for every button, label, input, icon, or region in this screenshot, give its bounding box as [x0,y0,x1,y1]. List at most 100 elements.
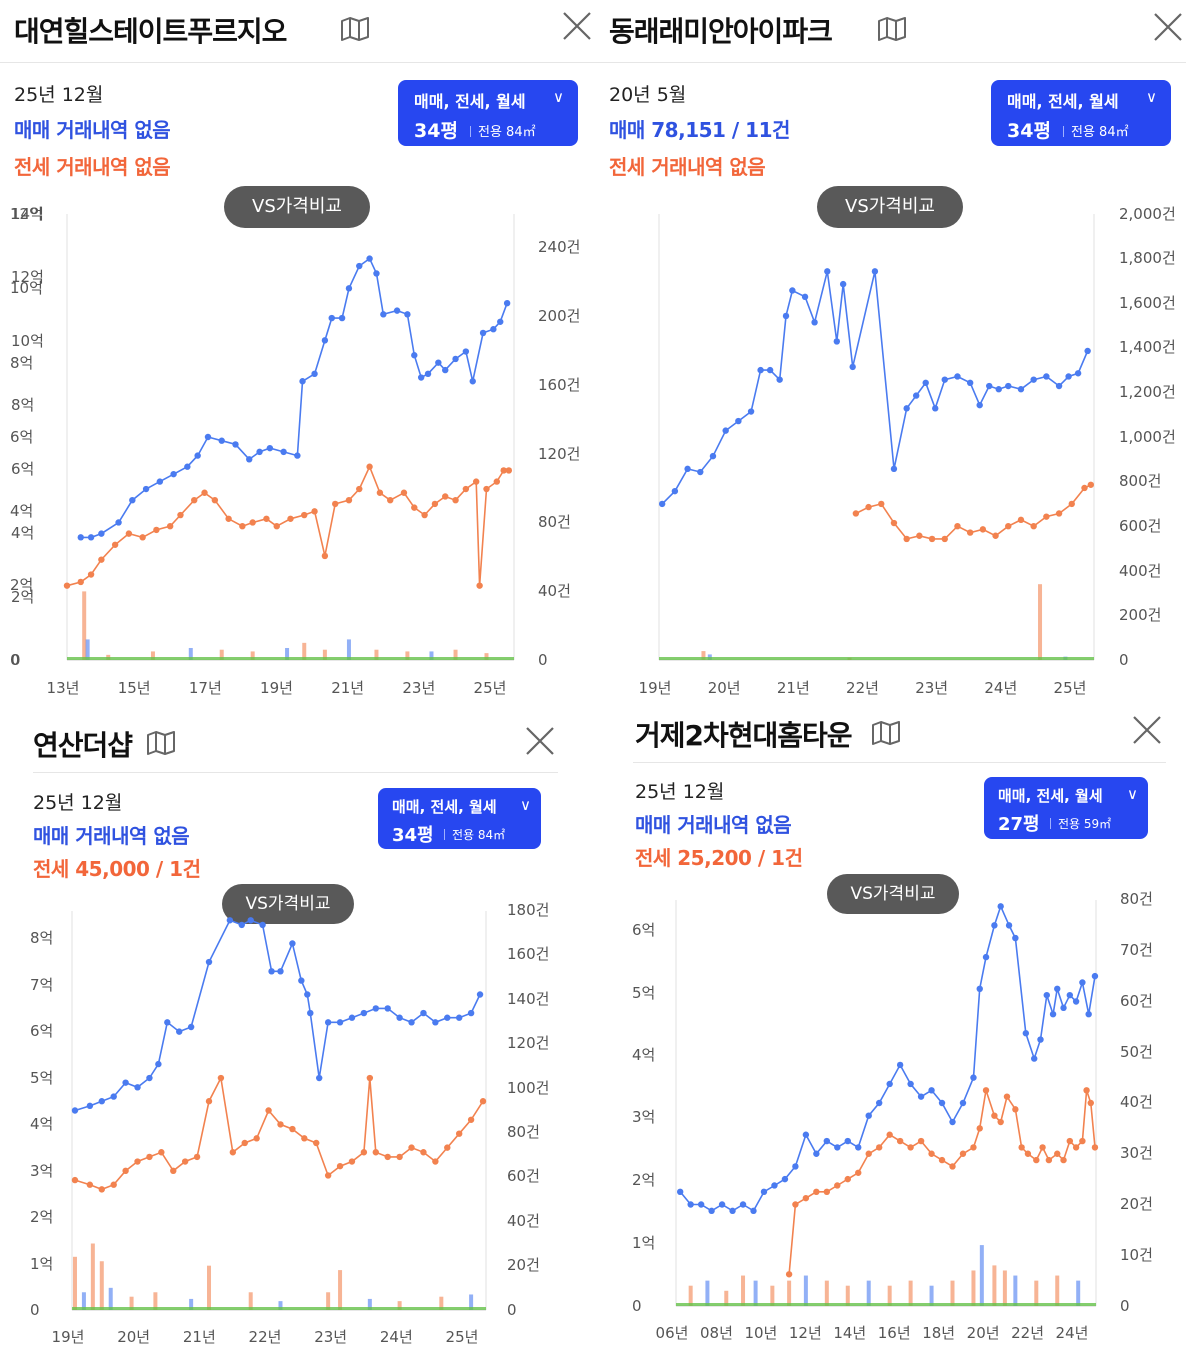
jeonse-point [265,1107,272,1114]
sale-point [294,452,301,459]
jeonse-point [792,1201,799,1208]
exclusive-area-label: 전용 84㎡ [470,121,536,140]
jeonse-point [992,532,999,539]
left-axis-tick-label: 6억 [10,428,33,446]
volume-bar [81,1292,86,1310]
vs-price-compare-button[interactable]: VS가격비교 [222,884,354,924]
sale-point [435,359,442,366]
sale-point [729,1207,736,1215]
sale-point [184,463,191,470]
x-axis-tick-label: 25년 [446,1328,479,1346]
sale-point [844,1137,851,1145]
jeonse-point [77,578,84,586]
sale-point [776,376,783,383]
jeonse-point [181,1158,189,1165]
x-axis-tick-label: 19년 [260,679,293,697]
jeonse-point [98,556,105,563]
sale-point [452,355,459,363]
vs-price-compare-button[interactable]: VS가격비교 [817,186,963,228]
sale-point [87,534,95,541]
sale-point [194,452,201,459]
sale-point [941,376,948,383]
jeonse-point [166,523,174,530]
selected-month: 20년 5월 [609,84,687,106]
sale-point [77,534,84,541]
left-axis-tick-label: 5억 [30,1069,53,1087]
left-axis-tick-label: 0 [11,651,21,669]
volume-bar [250,651,255,660]
jeonse-point [1060,1156,1067,1164]
left-axis-tick-label: 0 [632,1297,642,1315]
sale-point [976,401,983,409]
right-axis-tick-label: 80건 [1120,890,1153,908]
sale-point [476,991,484,998]
map-icon[interactable] [877,16,907,42]
jeonse-point [356,485,363,493]
jeonse-point [396,1153,403,1161]
volume-bar [866,1280,871,1306]
map-icon[interactable] [871,720,901,746]
close-icon[interactable] [1132,715,1162,745]
jeonse-point [277,1121,284,1128]
sale-point [986,382,993,390]
sale-price-line [661,271,1089,505]
jeonse-point [229,1149,237,1156]
close-icon[interactable] [1153,12,1183,42]
sale-point [949,1118,956,1126]
x-axis-tick-label: 20년 [708,679,741,697]
left-axis-tick-label: 3억 [632,1108,655,1126]
x-axis-tick-label: 23년 [915,679,948,697]
trade-type-size-selector[interactable]: 매매, 전세, 월세 ∨ 27평 전용 59㎡ [984,777,1148,839]
sale-point [1055,382,1063,390]
jeonse-point [462,485,470,493]
volume-bar [99,1261,104,1310]
vs-price-compare-button[interactable]: VS가격비교 [224,186,370,228]
trade-type-size-selector[interactable]: 매매, 전세, 월세 ∨ 34평 전용 84㎡ [991,80,1171,146]
jeonse-point [928,1150,935,1157]
sale-point [1037,1036,1044,1043]
right-axis-tick-label: 2,000건 [1119,205,1176,223]
jeonse-point [177,511,184,519]
sale-point [204,433,212,441]
jeonse-point [321,552,329,560]
volume-bar [278,1301,283,1310]
left-axis-tick-label: 6억 [11,460,34,478]
x-axis-tick-label: 17년 [189,679,222,697]
volume-bar [688,1285,693,1306]
sale-point [890,465,898,473]
sale-point [393,307,401,314]
jeonse-point [336,1162,344,1170]
x-axis-tick-label: 23년 [314,1328,347,1346]
right-axis-tick-label: 120건 [538,445,580,463]
jeonse-point [211,496,219,504]
sale-point [298,977,305,984]
left-axis-tick-label: 1억 [30,1255,53,1273]
trade-type-size-selector[interactable]: 매매, 전세, 월세 ∨ 34평 전용 84㎡ [378,788,541,849]
sale-point [218,437,225,444]
jeonse-point [917,1137,925,1145]
volume-bar [908,1280,913,1306]
sale-point [266,444,274,452]
map-icon[interactable] [146,730,176,756]
sale-point [115,519,122,526]
close-icon[interactable] [525,726,555,756]
volume-bar [150,651,155,660]
vs-price-compare-button[interactable]: VS가격비교 [827,874,959,914]
jeonse-point [421,511,428,519]
volume-bar [741,1275,746,1306]
close-icon[interactable] [562,11,592,41]
volume-bar [979,1245,984,1306]
sale-point [886,1080,893,1088]
sale-point [246,456,253,463]
trade-type-label: 매매, 전세, 월세 [414,92,526,111]
right-axis-tick-label: 80건 [507,1123,540,1141]
map-icon[interactable] [340,16,370,42]
sale-point [71,1107,79,1114]
selected-month: 25년 12월 [33,792,123,814]
jeonse-point [444,1144,451,1151]
jeonse-point [472,478,480,485]
sale-point [833,338,841,345]
trade-type-size-selector[interactable]: 매매, 전세, 월세 ∨ 34평 전용 84㎡ [398,80,578,146]
jeonse-point [217,1074,225,1082]
right-axis-tick-label: 200건 [1119,606,1161,624]
